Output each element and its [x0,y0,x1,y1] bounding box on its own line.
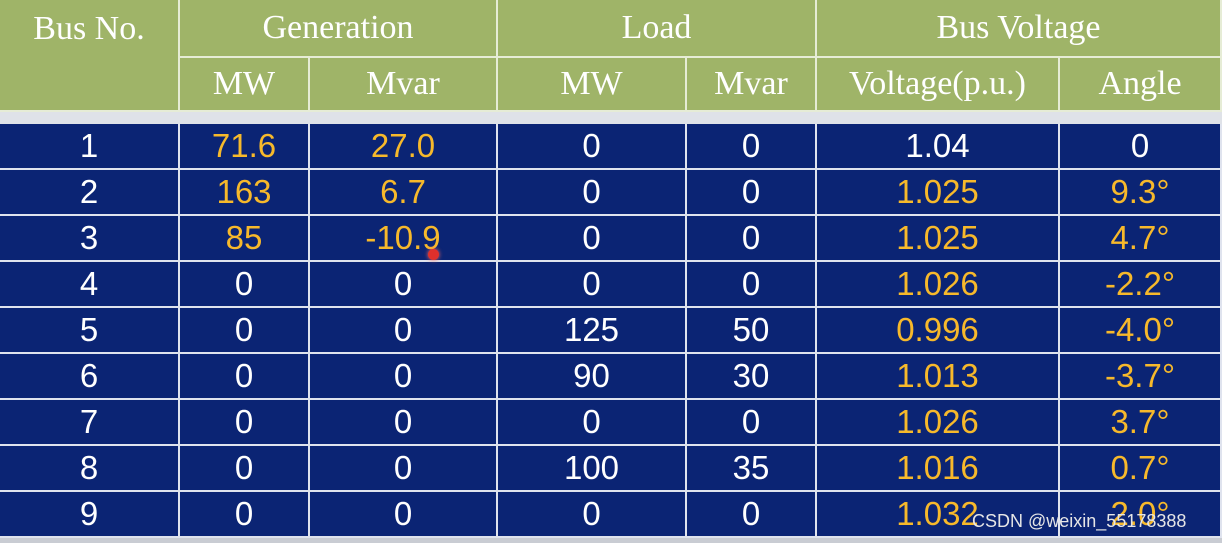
table-cell: 163 [180,170,310,216]
table-cell: 0 [310,492,498,538]
group-header: Generation [180,0,498,58]
table-cell: 0 [310,262,498,308]
table-cell: 2.0° [1060,492,1222,538]
table-cell: 0 [180,446,310,492]
table-cell: 0 [180,308,310,354]
table-cell: 4 [0,262,180,308]
table-cell: 1.04 [817,124,1060,170]
table-cell: 100 [498,446,687,492]
table-cell: 1.026 [817,400,1060,446]
table-cell: 1.025 [817,216,1060,262]
table-cell: 0 [498,400,687,446]
table-cell: 0 [310,354,498,400]
watermark: CSDN @weixin_55178388 [972,511,1187,531]
table-cell: -3.7° [1060,354,1222,400]
table-cell: 9.3° [1060,170,1222,216]
table-cell: 8 [0,446,180,492]
table-cell: 0 [310,308,498,354]
table-cell: 3 [0,216,180,262]
table-cell: 71.6 [180,124,310,170]
column-header: MW [180,58,310,112]
table-cell: 7 [0,400,180,446]
table-cell: 6 [0,354,180,400]
table-cell: 2 [0,170,180,216]
table-cell: 0 [687,400,817,446]
table-cell: 6.7 [310,170,498,216]
table-cell: 3.7° [1060,400,1222,446]
separator [0,112,1222,124]
group-header: Bus Voltage [817,0,1222,58]
table-cell: 0 [498,124,687,170]
table-cell: 85 [180,216,310,262]
table-cell: 0 [180,492,310,538]
group-header: Load [498,0,817,58]
column-header: Mvar [687,58,817,112]
table-cell: -2.2° [1060,262,1222,308]
table-cell: 4.7° [1060,216,1222,262]
table-cell: -10.9 [310,216,498,262]
column-header: Voltage(p.u.) [817,58,1060,112]
table-cell: 0 [180,262,310,308]
table-cell: 90 [498,354,687,400]
table-cell: 5 [0,308,180,354]
table-cell: 1.025 [817,170,1060,216]
table-cell: 0 [498,262,687,308]
table-cell: 0 [687,216,817,262]
table-cell: 0 [498,170,687,216]
table-cell: 1.016 [817,446,1060,492]
table-cell: 9 [0,492,180,538]
table-cell: 50 [687,308,817,354]
column-header: MW [498,58,687,112]
table-cell: 0 [1060,124,1222,170]
column-header: Angle [1060,58,1222,112]
table-cell: 35 [687,446,817,492]
table-cell: 0 [310,400,498,446]
table-cell: 27.0 [310,124,498,170]
table-cell: 0 [687,170,817,216]
table-cell: 1.032 [817,492,1060,538]
column-header: Mvar [310,58,498,112]
table-cell: 0 [498,492,687,538]
table-cell: 0 [498,216,687,262]
table-cell: 0 [180,400,310,446]
table-cell: 0 [687,262,817,308]
table-cell: 0.996 [817,308,1060,354]
table-cell: 1.013 [817,354,1060,400]
table-cell: 1 [0,124,180,170]
table-cell: 125 [498,308,687,354]
table-cell: 0.7° [1060,446,1222,492]
table-cell: 0 [687,492,817,538]
table-cell: 0 [310,446,498,492]
group-header: Bus No. [0,0,180,112]
cursor [428,249,439,260]
table-cell: 30 [687,354,817,400]
table-cell: 0 [180,354,310,400]
table-cell: -4.0° [1060,308,1222,354]
table-cell: 0 [687,124,817,170]
table-cell: 1.026 [817,262,1060,308]
